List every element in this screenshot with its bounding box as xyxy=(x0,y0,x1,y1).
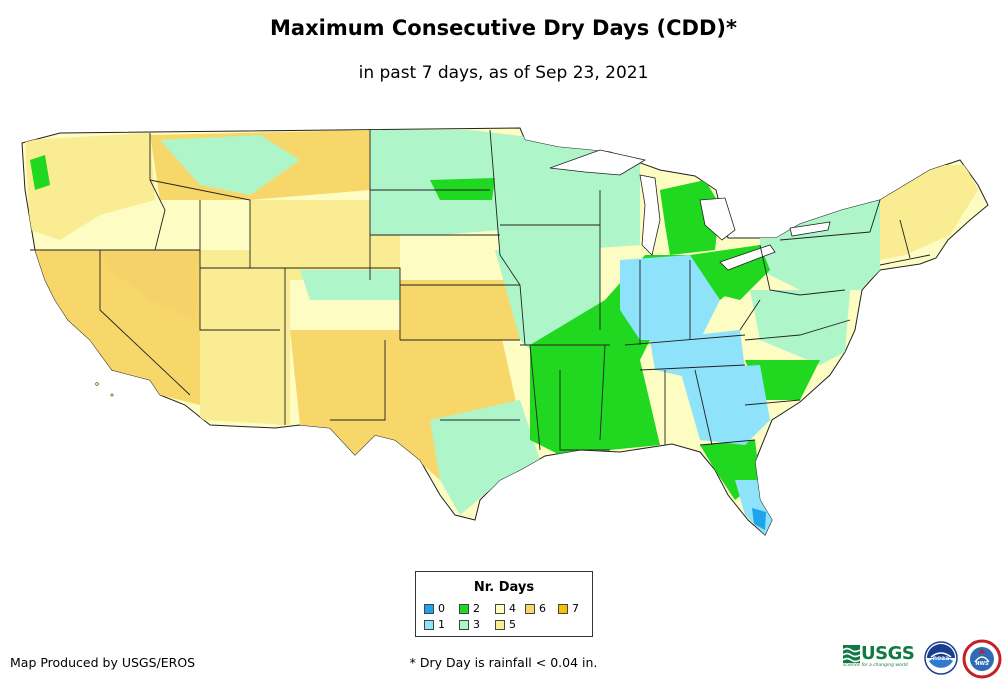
region-michigan-2 xyxy=(660,180,720,255)
region-indiana-1 xyxy=(620,255,720,340)
region-northeast-3 xyxy=(760,200,880,290)
region-northplains-3 xyxy=(160,135,300,195)
usgs-wave-icon xyxy=(843,645,860,663)
region-mn-2 xyxy=(430,178,495,200)
usgs-tagline: science for a changing world xyxy=(843,663,908,668)
region-florida-0 xyxy=(752,508,766,530)
lake-huron xyxy=(699,197,736,241)
legend-label-4: 4 xyxy=(509,602,516,615)
region-wa-2 xyxy=(30,155,50,190)
footnote-text: * Dry Day is rainfall < 0.04 in. xyxy=(409,655,598,670)
legend-swatch-6 xyxy=(525,604,535,614)
region-mid-atlantic-3 xyxy=(750,290,850,365)
legend-label-3: 3 xyxy=(473,618,480,631)
lake-michigan xyxy=(639,174,661,256)
noaa-text: noaa xyxy=(933,655,950,662)
region-west-5 xyxy=(25,133,155,240)
region-kansas-6 xyxy=(400,280,525,340)
legend-label-7: 7 xyxy=(572,602,579,615)
legend-swatch-7 xyxy=(558,604,568,614)
legend-label-6: 6 xyxy=(539,602,546,615)
region-southwest-5 xyxy=(200,250,290,425)
region-georgia-1 xyxy=(680,365,770,445)
legend-swatch-1 xyxy=(424,620,434,630)
legend-swatch-2 xyxy=(459,604,469,614)
lake-ontario xyxy=(789,221,831,237)
legend-swatch-4 xyxy=(495,604,505,614)
legend-swatch-3 xyxy=(459,620,469,630)
usgs-wordmark: USGS xyxy=(861,643,915,664)
region-east-tx-3 xyxy=(430,400,540,515)
island-1 xyxy=(95,382,99,386)
noaa-logo-icon: noaa xyxy=(924,641,958,675)
island-2 xyxy=(110,393,114,397)
map-title: Maximum Consecutive Dry Days (CDD)* xyxy=(270,16,737,40)
legend: Nr. Days 0 1 2 3 4 5 6 7 xyxy=(415,571,593,637)
credit-text: Map Produced by USGS/EROS xyxy=(10,655,196,670)
nws-logo-icon: NWS xyxy=(962,639,1002,679)
region-kansas-north-3 xyxy=(300,270,400,300)
legend-label-5: 5 xyxy=(509,618,516,631)
region-nevada-6 xyxy=(100,250,200,320)
map-subtitle: in past 7 days, as of Sep 23, 2021 xyxy=(358,63,649,83)
usgs-logo: USGS science for a changing world xyxy=(843,643,919,669)
nws-text: NWS xyxy=(975,661,989,667)
legend-label-1: 1 xyxy=(438,618,445,631)
legend-label-0: 0 xyxy=(438,602,445,615)
state-boundaries xyxy=(30,129,931,451)
region-colorado-5 xyxy=(250,200,400,280)
legend-label-2: 2 xyxy=(473,602,480,615)
legend-title: Nr. Days xyxy=(473,580,535,595)
lake-superior xyxy=(549,149,647,176)
legend-swatch-0 xyxy=(424,604,434,614)
legend-swatch-5 xyxy=(495,620,505,630)
